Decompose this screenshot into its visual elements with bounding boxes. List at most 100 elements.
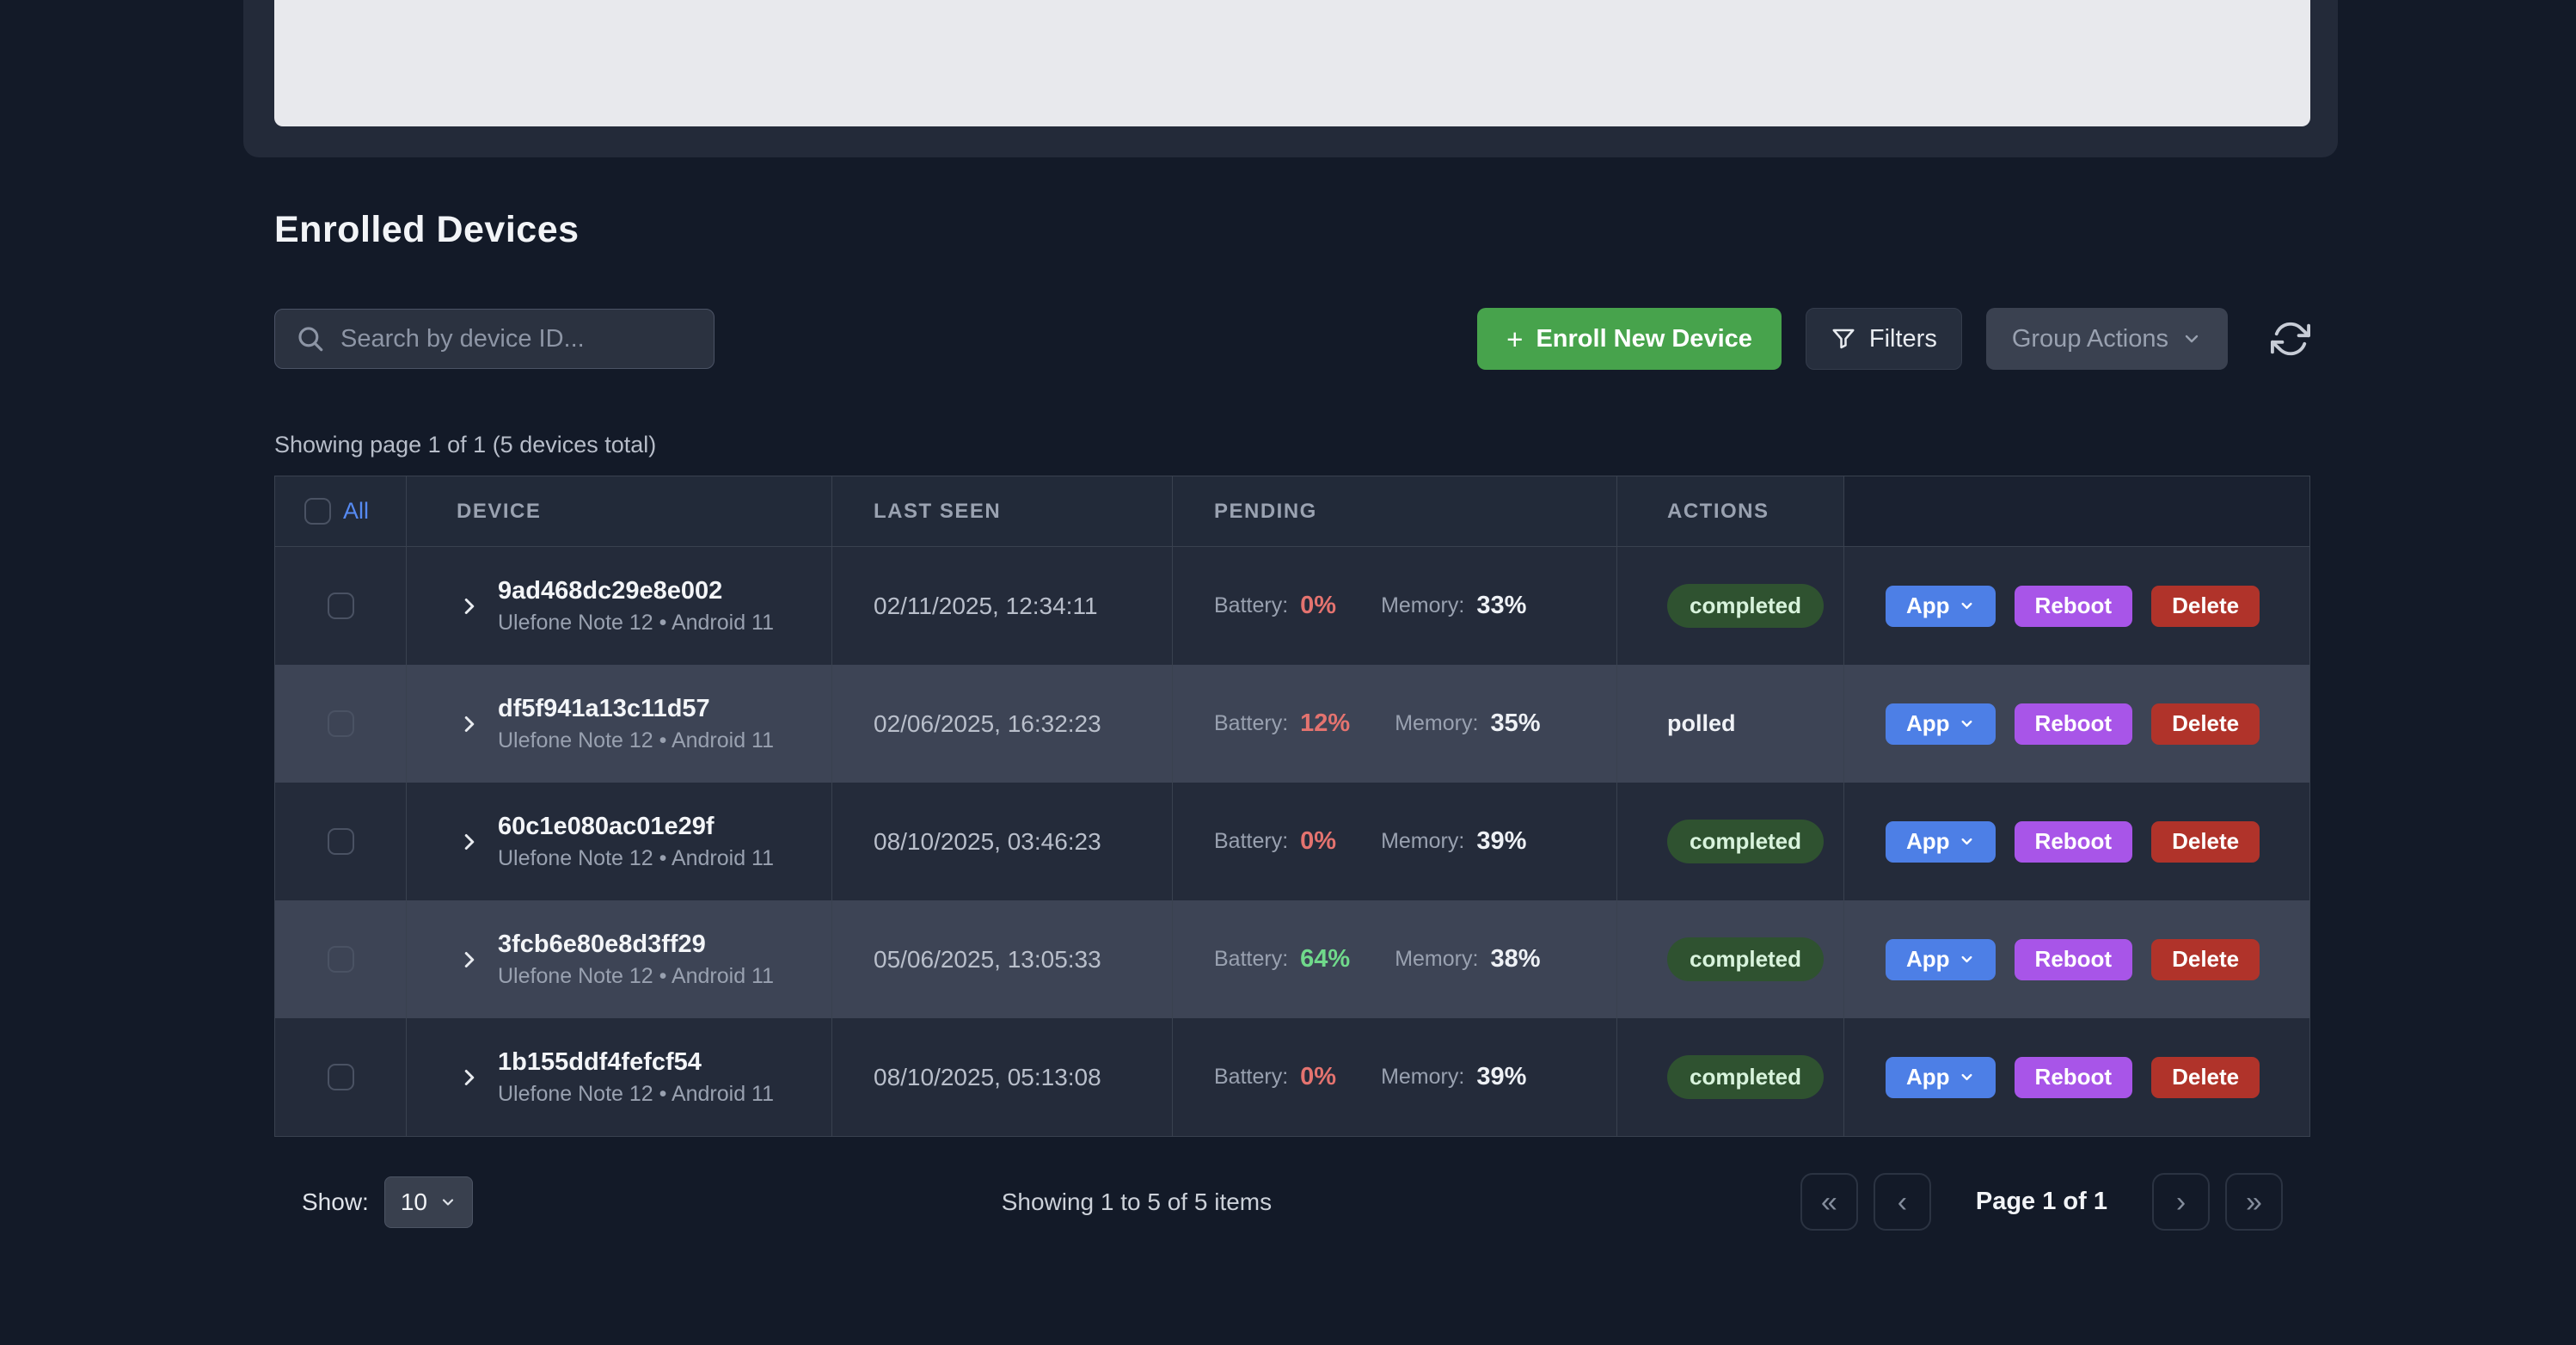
device-table: All DEVICE LAST SEEN PENDING ACTIONS 9ad… [274,476,2310,1137]
delete-button-label: Delete [2172,710,2240,736]
device-model: Ulefone Note 12 • Android 11 [498,728,775,752]
reboot-button-label: Reboot [2034,946,2113,972]
chevron-right-icon[interactable] [457,711,482,737]
status-badge: completed [1667,820,1825,863]
app-button[interactable]: App [1886,820,1996,863]
memory-value: 38% [1490,945,1541,973]
device-id: 3fcb6e80e8d3ff29 [498,930,706,958]
row-checkbox[interactable] [327,1064,354,1090]
battery-value: 0% [1300,592,1337,619]
enrolled-devices-section: Enrolled Devices + Enroll New Device Fil… [274,157,2310,1231]
app-button[interactable]: App [1886,585,1996,627]
delete-button[interactable]: Delete [2151,585,2260,627]
device-id: 1b155ddf4fefcf54 [498,1047,702,1076]
delete-button-label: Delete [2172,946,2240,972]
reboot-button-label: Reboot [2034,828,2113,854]
preview-panel [274,0,2310,126]
memory-label: Memory: [1395,947,1479,971]
row-checkbox[interactable] [327,946,354,973]
plus-icon: + [1506,322,1524,355]
memory-label: Memory: [1381,593,1465,617]
previous-page-button[interactable]: ‹ [1873,1173,1931,1231]
select-all-checkbox[interactable] [304,498,331,525]
last-seen-value: 02/06/2025, 16:32:23 [874,709,1101,737]
battery-value: 12% [1300,709,1351,737]
device-model: Ulefone Note 12 • Android 11 [498,610,775,635]
reboot-button[interactable]: Reboot [2014,938,2133,980]
app-button-label: App [1906,828,1950,854]
table-row: 60c1e080ac01e29f Ulefone Note 12 • Andro… [275,783,2309,900]
device-model: Ulefone Note 12 • Android 11 [498,1081,775,1106]
page-size-select[interactable]: 10 [383,1176,473,1228]
reboot-button[interactable]: Reboot [2014,820,2133,863]
page-size-group: Show: 10 [302,1176,473,1228]
app-button-label: App [1906,946,1950,972]
page-indicator: Page 1 of 1 [1975,1188,2107,1215]
chevron-right-icon[interactable] [457,1065,482,1090]
search-box[interactable] [274,309,715,369]
delete-button[interactable]: Delete [2151,1056,2260,1098]
search-icon [298,327,323,352]
delete-button-label: Delete [2172,593,2240,618]
last-seen-value: 05/06/2025, 13:05:33 [874,945,1101,973]
reboot-button[interactable]: Reboot [2014,585,2133,627]
last-page-icon: » [2246,1185,2262,1219]
items-summary: Showing 1 to 5 of 5 items [1001,1188,1273,1215]
last-seen-value: 02/11/2025, 12:34:11 [874,592,1098,619]
battery-value: 0% [1300,1063,1337,1090]
device-id: 9ad468dc29e8e002 [498,576,723,605]
page-size-value: 10 [400,1188,427,1215]
memory-value: 33% [1476,592,1527,619]
row-checkbox[interactable] [327,828,354,855]
search-input[interactable] [340,324,693,353]
group-actions-button[interactable]: Group Actions [1985,308,2228,370]
enroll-new-device-label: Enroll New Device [1536,324,1752,353]
reboot-button[interactable]: Reboot [2014,703,2133,745]
device-id: 60c1e080ac01e29f [498,812,715,840]
status-badge: completed [1667,1055,1825,1099]
status-badge: completed [1667,584,1825,628]
delete-button-label: Delete [2172,828,2240,854]
memory-label: Memory: [1381,1065,1465,1089]
chevron-right-icon[interactable] [457,593,482,619]
memory-value: 39% [1476,1063,1527,1090]
delete-button-label: Delete [2172,1064,2240,1090]
row-checkbox[interactable] [327,710,354,737]
app-button[interactable]: App [1886,703,1996,745]
next-page-icon: › [2175,1185,2187,1219]
reboot-button-label: Reboot [2034,710,2113,736]
last-seen-value: 08/10/2025, 03:46:23 [874,827,1101,855]
chevron-right-icon[interactable] [457,947,482,973]
filters-button[interactable]: Filters [1805,308,1962,370]
delete-button[interactable]: Delete [2151,820,2260,863]
first-page-icon: « [1820,1185,1837,1219]
reboot-button-label: Reboot [2034,1064,2113,1090]
app-button-label: App [1906,1064,1950,1090]
app-button-label: App [1906,593,1950,618]
refresh-button[interactable] [2271,319,2310,359]
reboot-button-label: Reboot [2034,593,2113,618]
pagination: « ‹ Page 1 of 1 › » [1800,1173,2283,1231]
table-row: 9ad468dc29e8e002 Ulefone Note 12 • Andro… [275,547,2309,665]
filters-label: Filters [1868,324,1937,353]
chevron-down-icon [2185,335,2199,343]
battery-label: Battery: [1214,593,1289,617]
next-page-button[interactable]: › [2152,1173,2210,1231]
app-button[interactable]: App [1886,1056,1996,1098]
toolbar-actions: + Enroll New Device Filters Group Action… [1477,308,2310,370]
delete-button[interactable]: Delete [2151,938,2260,980]
enroll-new-device-button[interactable]: + Enroll New Device [1477,308,1782,370]
reboot-button[interactable]: Reboot [2014,1056,2133,1098]
last-page-button[interactable]: » [2225,1173,2283,1231]
battery-value: 64% [1300,945,1351,973]
device-id: df5f941a13c11d57 [498,694,710,722]
first-page-button[interactable]: « [1800,1173,1858,1231]
row-checkbox[interactable] [327,593,354,619]
table-row: df5f941a13c11d57 Ulefone Note 12 • Andro… [275,665,2309,783]
delete-button[interactable]: Delete [2151,703,2260,745]
app-button[interactable]: App [1886,938,1996,980]
chevron-right-icon[interactable] [457,829,482,855]
chevron-down-icon [442,1198,454,1206]
battery-label: Battery: [1214,1065,1289,1089]
column-header-pending: PENDING [1214,499,1317,523]
